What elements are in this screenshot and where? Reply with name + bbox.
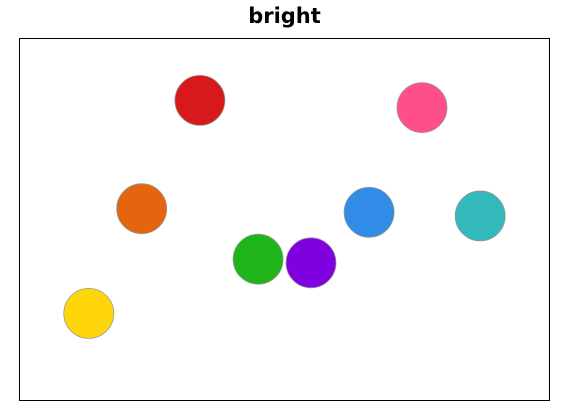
chart-title: bright [248,4,321,28]
scatter-point-5 [454,190,506,242]
scatter-point-7 [285,237,337,289]
scatter-point-6 [232,233,284,285]
scatter-point-2 [396,82,448,133]
scatter-point-3 [116,183,168,235]
points-group [63,75,506,339]
plot-frame [19,38,550,401]
scatter-point-1 [174,75,226,126]
scatter-point-4 [343,186,395,238]
scatter-point-8 [63,287,115,339]
